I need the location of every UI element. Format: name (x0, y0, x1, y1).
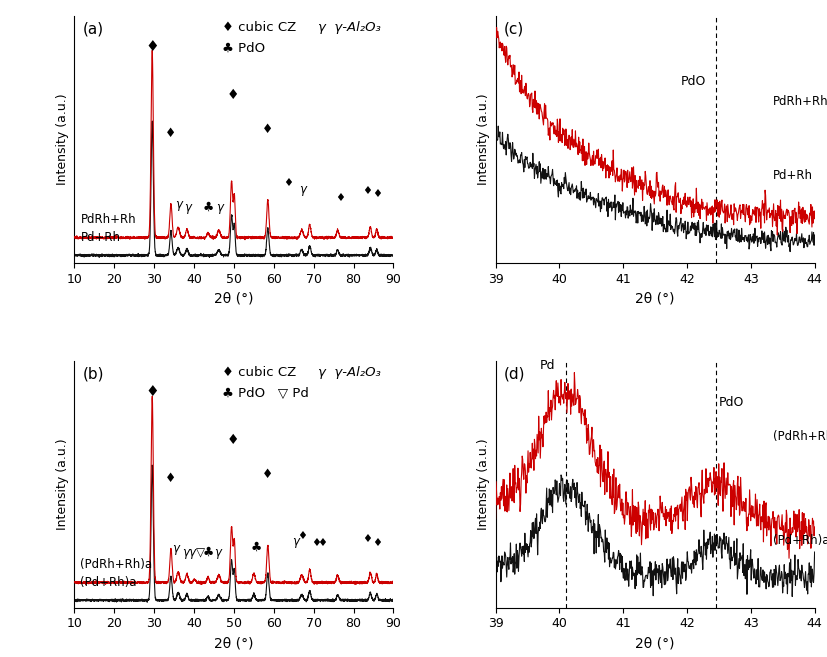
Text: γ  γ-Al₂O₃: γ γ-Al₂O₃ (318, 367, 380, 379)
Text: (Pd+Rh)a: (Pd+Rh)a (80, 576, 137, 589)
Text: ♣ PdO: ♣ PdO (222, 42, 265, 55)
Text: ♦: ♦ (146, 384, 159, 399)
Y-axis label: Intensity (a.u.): Intensity (a.u.) (477, 94, 490, 185)
Text: γ: γ (183, 546, 189, 559)
Text: ♦: ♦ (227, 88, 239, 102)
Text: ♣: ♣ (203, 201, 213, 214)
Y-axis label: Intensity (a.u.): Intensity (a.u.) (56, 94, 69, 185)
Text: ♦: ♦ (371, 189, 382, 199)
X-axis label: 2θ (°): 2θ (°) (635, 636, 675, 650)
Text: PdRh+Rh: PdRh+Rh (773, 95, 827, 108)
Text: ♦: ♦ (371, 538, 382, 548)
Text: γ: γ (173, 543, 179, 555)
Text: ♦ cubic CZ: ♦ cubic CZ (222, 367, 296, 379)
Text: ♣: ♣ (203, 546, 213, 559)
Text: Pd: Pd (540, 359, 556, 372)
Text: γ: γ (299, 183, 306, 196)
X-axis label: 2θ (°): 2θ (°) (214, 291, 254, 305)
Text: (PdRh+Rh)a: (PdRh+Rh)a (773, 430, 827, 443)
Text: ♦ cubic CZ: ♦ cubic CZ (222, 22, 296, 34)
Text: Pd+Rh: Pd+Rh (773, 170, 813, 182)
X-axis label: 2θ (°): 2θ (°) (635, 291, 675, 305)
Text: γ: γ (189, 546, 195, 559)
Text: (b): (b) (83, 367, 104, 381)
Y-axis label: Intensity (a.u.): Intensity (a.u.) (56, 439, 69, 530)
Text: (c): (c) (504, 22, 523, 36)
Text: (d): (d) (504, 367, 525, 381)
Y-axis label: Intensity (a.u.): Intensity (a.u.) (477, 439, 490, 530)
Text: ♣ PdO   ▽ Pd: ♣ PdO ▽ Pd (222, 387, 308, 400)
Text: γ: γ (217, 201, 223, 214)
Text: (PdRh+Rh)a: (PdRh+Rh)a (80, 558, 152, 570)
Text: γ: γ (214, 546, 222, 559)
Text: ♦: ♦ (335, 193, 345, 203)
Text: PdRh+Rh: PdRh+Rh (80, 213, 136, 225)
Text: ♦: ♦ (146, 39, 159, 54)
Text: ♦: ♦ (227, 433, 239, 447)
Text: (a): (a) (83, 22, 103, 36)
Text: γ: γ (292, 535, 299, 548)
Text: ♦: ♦ (317, 538, 327, 548)
Text: ♦: ♦ (262, 468, 274, 481)
Text: ♦: ♦ (165, 472, 176, 485)
Text: γ: γ (184, 201, 192, 214)
Text: (Pd+Rh)a: (Pd+Rh)a (773, 533, 827, 547)
Text: ♦: ♦ (298, 531, 308, 541)
Text: ♦: ♦ (165, 127, 176, 140)
Text: PdO: PdO (681, 76, 706, 89)
Text: ♦: ♦ (362, 186, 372, 196)
Text: ♦: ♦ (262, 123, 274, 136)
Text: ▽: ▽ (195, 546, 204, 559)
Text: Pd+Rh: Pd+Rh (80, 231, 121, 244)
Text: ♦: ♦ (362, 534, 372, 544)
Text: γ  γ-Al₂O₃: γ γ-Al₂O₃ (318, 22, 380, 34)
Text: ♦: ♦ (283, 178, 293, 188)
Text: ♣: ♣ (251, 541, 261, 554)
X-axis label: 2θ (°): 2θ (°) (214, 636, 254, 650)
Text: PdO: PdO (719, 396, 744, 409)
Text: γ: γ (175, 198, 183, 210)
Text: ♦: ♦ (311, 538, 321, 548)
